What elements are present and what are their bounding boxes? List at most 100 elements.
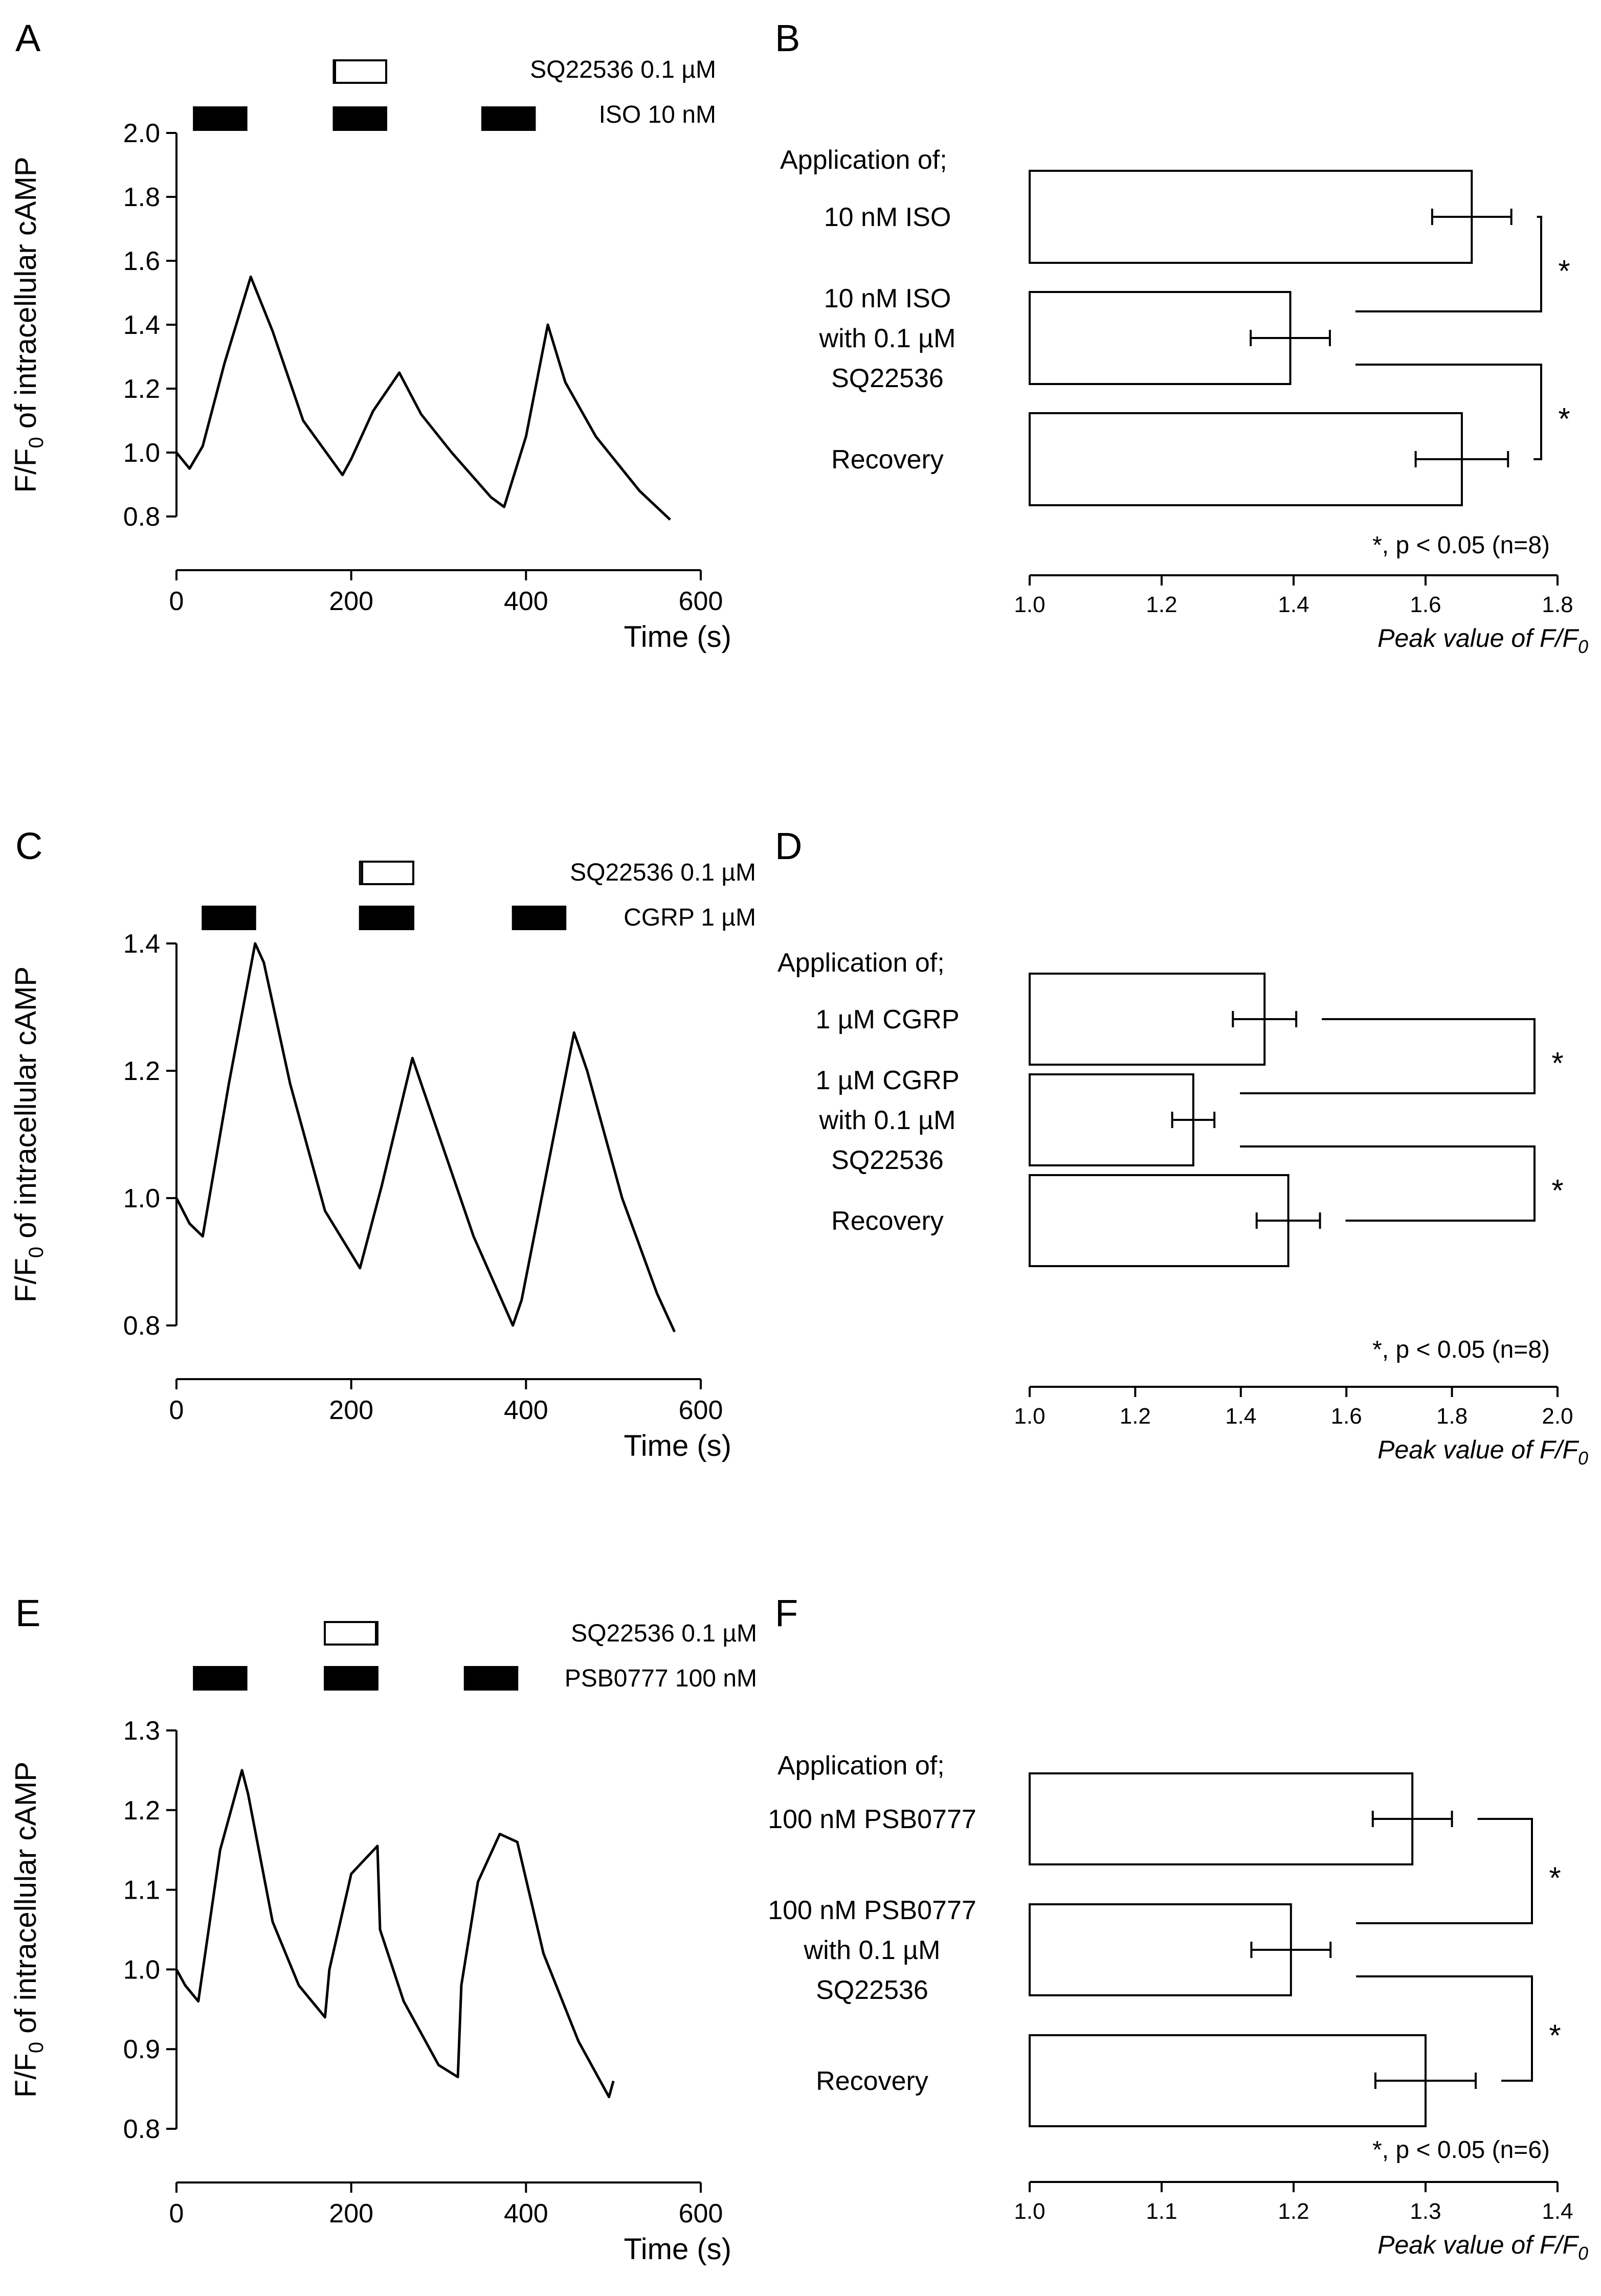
legend-swatch-filled xyxy=(361,906,414,930)
x-tick-label: 1.4 xyxy=(1278,592,1309,617)
y-tick-label: 0.8 xyxy=(123,502,160,532)
y-tick-label: 1.1 xyxy=(123,1876,160,1905)
legend-swatch-filled xyxy=(324,1666,377,1691)
x-tick-label: 1.8 xyxy=(1436,1404,1467,1429)
category-label: SQ22536 xyxy=(831,1145,944,1175)
heading-f: Application of; xyxy=(777,1751,945,1781)
y-tick-label: 1.2 xyxy=(123,1056,160,1086)
x-tick-label: 1.4 xyxy=(1542,2199,1573,2224)
category-label: SQ22536 xyxy=(816,1975,928,2005)
legend-e-agonist: PSB0777 100 nM xyxy=(565,1665,757,1692)
bar xyxy=(1029,291,1292,385)
x-tick-label: 400 xyxy=(504,1395,548,1425)
x-tick-label: 1.3 xyxy=(1410,2199,1441,2224)
chart-b: 1.0 1.2 1.4 1.6 1.8 Peak value of F/F0 10 nM I… xyxy=(819,170,1588,657)
category-label: 100 nM PSB0777 xyxy=(768,1896,976,1925)
heading-d: Application of; xyxy=(777,948,945,978)
heading-b: Application of; xyxy=(780,145,947,175)
y-tick-label: 1.6 xyxy=(123,246,160,276)
significance-star: * xyxy=(1551,1174,1563,1208)
bar xyxy=(1029,2034,1427,2127)
significance-bracket xyxy=(1355,364,1542,460)
bar xyxy=(1029,1174,1289,1267)
category-label: with 0.1 µM xyxy=(804,1935,941,1965)
legend-c-agonist: CGRP 1 µM xyxy=(624,904,756,931)
panel-label-d: D xyxy=(775,825,802,867)
camp-trace-line xyxy=(175,1769,615,2099)
x-tick-label: 1.6 xyxy=(1410,592,1441,617)
x-tick-label: 1.6 xyxy=(1331,1404,1362,1429)
x-tick-label: 1.0 xyxy=(1014,1404,1045,1429)
legend-c-sq: SQ22536 0.1 µM xyxy=(570,859,756,886)
category-label: 1 µM CGRP xyxy=(815,1066,959,1095)
x-axis-label: Time (s) xyxy=(624,1429,731,1462)
x-tick-label: 1.0 xyxy=(1014,592,1045,617)
agonist-application-bar xyxy=(193,106,248,131)
x-tick-label: 200 xyxy=(329,2199,373,2229)
bar xyxy=(1029,973,1266,1066)
significance-bracket xyxy=(1356,1818,1533,1924)
legend-swatch-open xyxy=(324,1621,377,1646)
significance-bracket xyxy=(1240,1145,1536,1222)
category-label: 10 nM ISO xyxy=(824,284,951,313)
bar xyxy=(1029,1772,1414,1865)
significance-star: * xyxy=(1551,1046,1563,1081)
bar xyxy=(1029,412,1463,506)
x-tick-label: 1.8 xyxy=(1542,592,1573,617)
significance-bracket xyxy=(1355,216,1542,312)
legend-a-sq: SQ22536 0.1 µM xyxy=(530,56,716,83)
x-tick-label: 400 xyxy=(504,587,548,616)
y-tick-label: 1.8 xyxy=(123,183,160,212)
panel-label-f: F xyxy=(775,1592,798,1634)
legend-swatch-filled xyxy=(334,106,387,131)
x-tick-label: 400 xyxy=(504,2199,548,2229)
x-axis-label: Peak value of F/F0 xyxy=(1377,2231,1588,2264)
y-tick-label: 1.0 xyxy=(123,1184,160,1213)
category-label: 10 nM ISO xyxy=(824,202,951,232)
chart-d: 1.0 1.2 1.4 1.6 1.8 2.0 Peak value of F/F0 1 µM… xyxy=(815,973,1588,1469)
x-tick-label: 0 xyxy=(169,2199,184,2229)
y-tick-label: 1.0 xyxy=(123,1955,160,1985)
category-label: Recovery xyxy=(831,445,944,475)
chart-f: 1.0 1.1 1.2 1.3 1.4 Peak value of F/F0 100 nM … xyxy=(768,1772,1588,2264)
note-b: *, p < 0.05 (n=8) xyxy=(1372,532,1550,559)
camp-trace-line xyxy=(175,942,676,1333)
y-tick-label: 0.9 xyxy=(123,2035,160,2064)
panel-label-c: C xyxy=(15,825,42,867)
y-axis-label: F/F0 of intracellular cAMP xyxy=(9,1762,48,2098)
x-tick-label: 2.0 xyxy=(1542,1404,1573,1429)
bar xyxy=(1029,1073,1194,1166)
x-tick-label: 600 xyxy=(679,587,723,616)
category-label: Recovery xyxy=(816,2066,928,2096)
x-tick-label: 200 xyxy=(329,587,373,616)
x-tick-label: 600 xyxy=(679,2199,723,2229)
x-tick-label: 1.1 xyxy=(1146,2199,1177,2224)
y-tick-label: 1.0 xyxy=(123,438,160,468)
x-axis-label: Peak value of F/F0 xyxy=(1377,1435,1588,1469)
y-tick-label: 1.2 xyxy=(123,374,160,404)
x-tick-label: 1.2 xyxy=(1146,592,1177,617)
category-label: SQ22536 xyxy=(831,364,944,393)
legend-swatch-open xyxy=(334,59,387,84)
note-f: *, p < 0.05 (n=6) xyxy=(1372,2136,1550,2164)
note-d: *, p < 0.05 (n=8) xyxy=(1372,1336,1550,1363)
y-tick-label: 2.0 xyxy=(123,119,160,148)
agonist-application-bar xyxy=(512,906,567,930)
y-axis-label: F/F0 of intracellular cAMP xyxy=(9,156,48,492)
category-label: with 0.1 µM xyxy=(819,1106,956,1135)
significance-star: * xyxy=(1549,2018,1561,2053)
y-tick-label: 1.2 xyxy=(123,1796,160,1826)
panel-label-e: E xyxy=(15,1592,40,1634)
category-label: 1 µM CGRP xyxy=(815,1005,959,1034)
category-label: Recovery xyxy=(831,1206,944,1236)
chart-e: 0.8 0.9 1.0 1.1 1.2 1.3 0 200 400 600 Time (s) F/F0… xyxy=(9,1621,731,2266)
x-axis-label: Time (s) xyxy=(624,2233,731,2266)
x-axis-label: Peak value of F/F0 xyxy=(1377,624,1588,657)
y-axis-label: F/F0 of intracellular cAMP xyxy=(9,966,48,1302)
bar xyxy=(1029,170,1473,264)
y-tick-label: 1.4 xyxy=(123,310,160,340)
agonist-application-bar xyxy=(202,906,256,930)
x-tick-label: 0 xyxy=(169,1395,184,1425)
legend-a-agonist: ISO 10 nM xyxy=(599,101,716,128)
y-tick-label: 1.4 xyxy=(123,929,160,959)
